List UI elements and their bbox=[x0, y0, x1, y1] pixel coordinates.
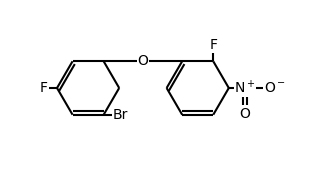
Text: N$^+$: N$^+$ bbox=[234, 79, 256, 97]
Text: Br: Br bbox=[112, 108, 127, 122]
Text: O: O bbox=[240, 107, 250, 121]
Text: O: O bbox=[138, 54, 148, 68]
Text: F: F bbox=[39, 81, 47, 95]
Text: O$^-$: O$^-$ bbox=[264, 81, 286, 95]
Text: F: F bbox=[209, 38, 217, 52]
